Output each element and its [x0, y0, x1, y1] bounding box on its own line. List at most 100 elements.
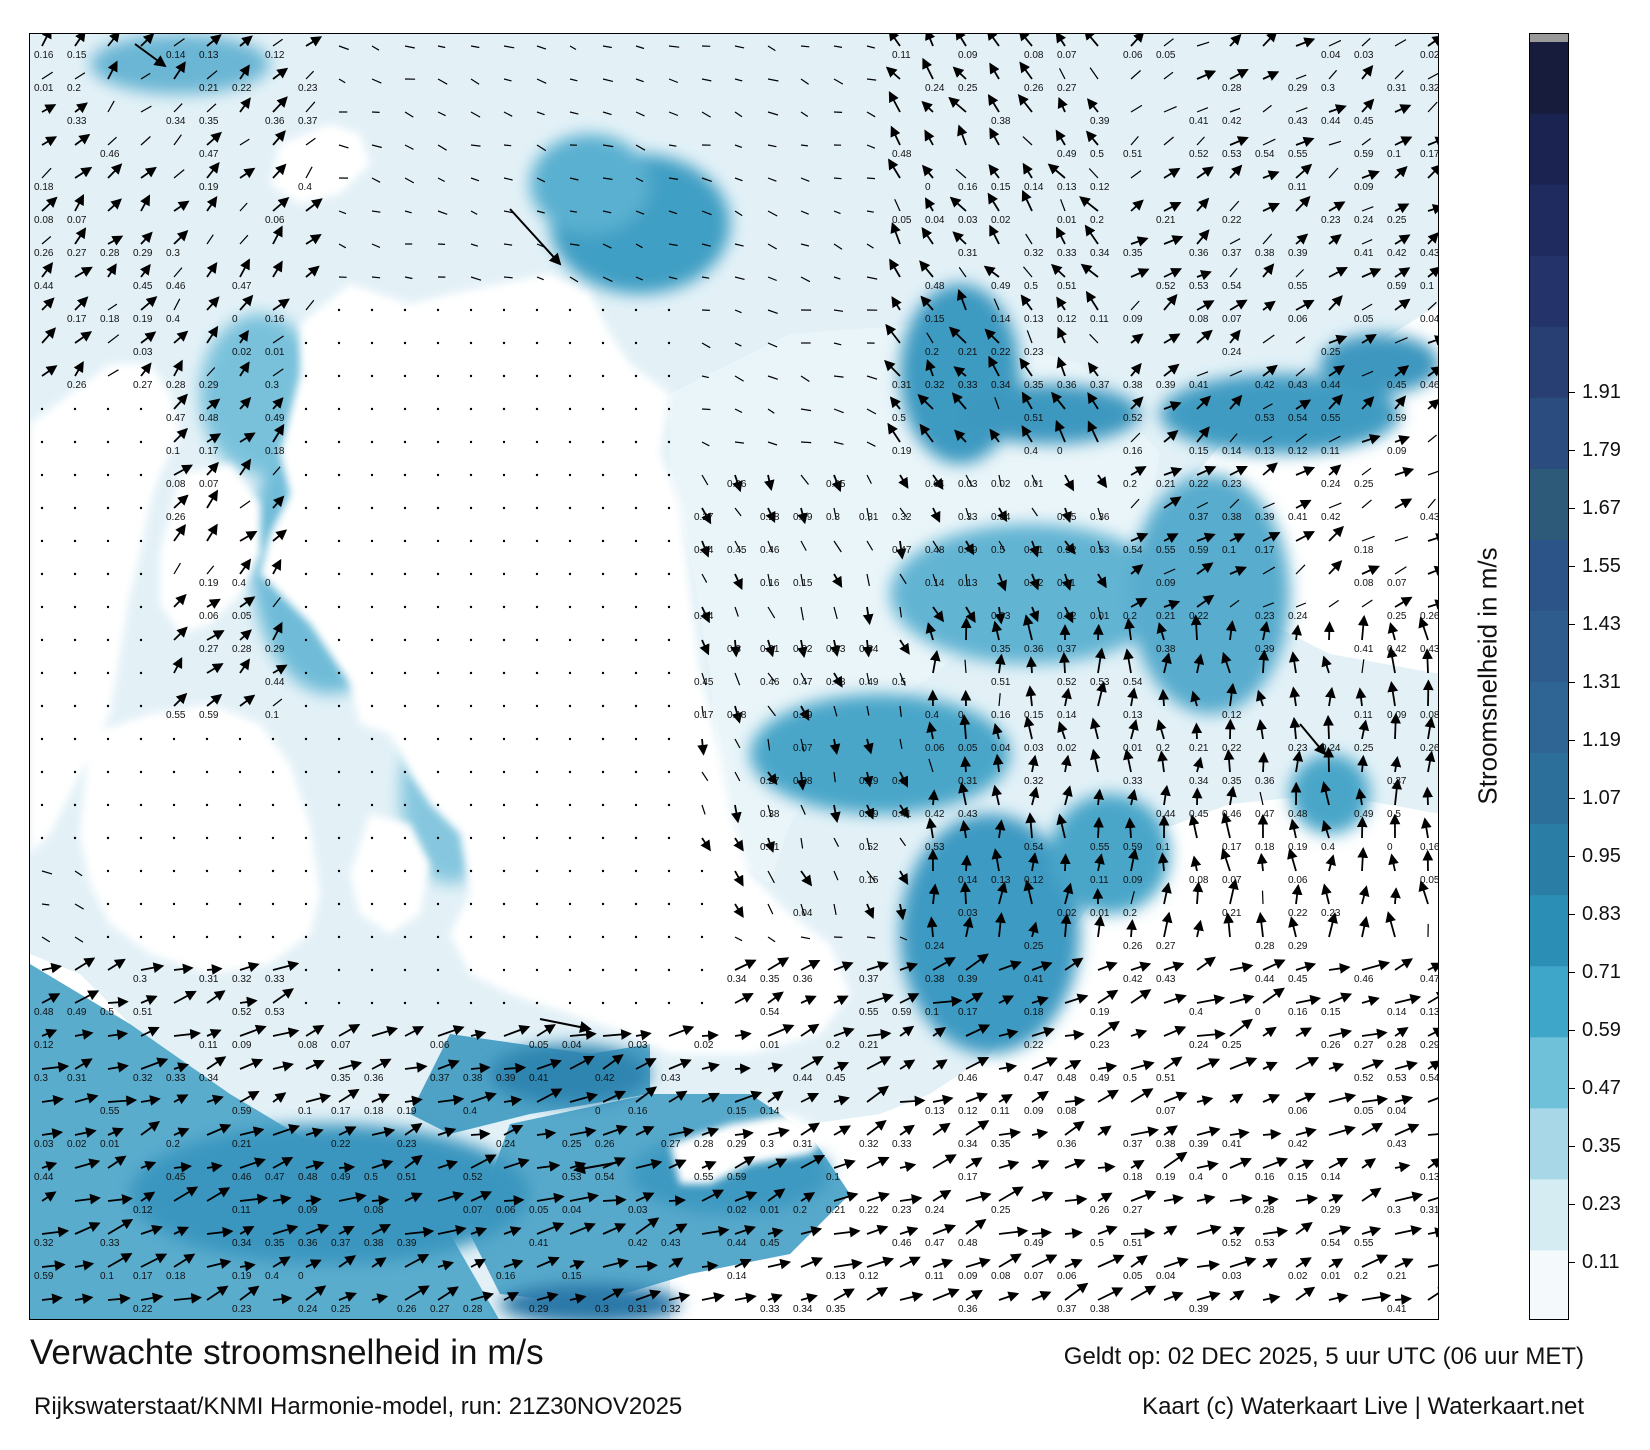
current-arrow: [1328, 525, 1344, 542]
current-arrow: [1031, 1026, 1055, 1038]
speed-value-label: 0.42: [1387, 248, 1407, 259]
current-arrow: [1229, 394, 1243, 410]
speed-value-label: 0.49: [1057, 149, 1077, 160]
current-arrow: [833, 1061, 850, 1072]
current-arrow: [800, 111, 809, 118]
grid-point: [403, 1001, 407, 1005]
speed-value-label: 0.4: [925, 710, 939, 721]
current-arrow: [470, 210, 478, 215]
speed-value-label: 0.18: [34, 182, 54, 193]
current-arrow: [1229, 962, 1254, 973]
grid-point: [304, 836, 308, 840]
grid-point: [436, 968, 440, 972]
current-arrow: [866, 992, 894, 1004]
grid-point: [634, 539, 638, 543]
current-arrow: [1291, 883, 1303, 905]
current-arrow: [800, 210, 809, 215]
speed-value-label: 0.25: [562, 1139, 582, 1150]
current-arrow: [437, 1224, 467, 1236]
grid-point: [436, 605, 440, 609]
current-arrow: [272, 225, 283, 245]
current-arrow: [994, 653, 1006, 674]
current-arrow: [1295, 233, 1309, 245]
current-arrow: [173, 230, 189, 245]
grid-point: [502, 836, 506, 840]
current-arrow: [1093, 816, 1104, 839]
grid-point: [601, 1001, 605, 1005]
current-arrow: [1262, 1061, 1278, 1072]
current-arrow: [1328, 334, 1348, 346]
current-arrow: [1328, 1258, 1344, 1269]
current-arrow: [1361, 659, 1365, 674]
speed-value-label: 0: [1057, 446, 1063, 457]
current-arrow: [929, 650, 941, 674]
current-arrow: [899, 962, 919, 973]
current-arrow: [917, 394, 934, 410]
current-arrow: [569, 177, 579, 181]
speed-value-label: 0.38: [1255, 248, 1275, 259]
current-arrow: [602, 1194, 627, 1206]
current-arrow: [1229, 299, 1248, 311]
current-arrow: [866, 507, 870, 521]
current-arrow: [371, 210, 381, 213]
current-arrow: [866, 144, 876, 149]
current-arrow: [866, 1029, 892, 1040]
grid-point: [238, 737, 242, 741]
current-arrow: [602, 1257, 629, 1269]
current-arrow: [371, 1093, 390, 1104]
speed-value-label: 0.11: [1321, 446, 1340, 457]
current-arrow: [833, 45, 843, 48]
current-arrow-strong: [539, 1018, 592, 1033]
grid-point: [139, 737, 143, 741]
current-arrow: [1157, 750, 1168, 773]
current-arrow: [1163, 430, 1179, 443]
grid-point: [106, 473, 110, 477]
speed-value-label: 0.35: [760, 974, 780, 985]
current-arrow: [800, 375, 810, 383]
current-arrow: [1394, 596, 1413, 608]
speed-value-label: 0.28: [232, 644, 252, 655]
current-arrow: [569, 111, 579, 115]
current-arrow: [1424, 716, 1436, 740]
speed-value-label: 0.53: [1090, 677, 1110, 688]
grid-point: [73, 803, 77, 807]
grid-point: [502, 935, 506, 939]
current-arrow: [1130, 532, 1149, 543]
current-arrow: [668, 1159, 687, 1170]
current-arrow: [272, 38, 283, 47]
current-arrow: [470, 45, 480, 49]
grid-point: [139, 935, 143, 939]
current-arrow: [890, 125, 901, 146]
speed-value-label: 0.5: [364, 1172, 378, 1183]
speed-value-label: 0.15: [793, 578, 813, 589]
current-arrow: [932, 995, 963, 1007]
current-arrow: [140, 1253, 168, 1268]
speed-value-label: 0.32: [925, 380, 945, 391]
map-credits[interactable]: Kaart (c) Waterkaart Live | Waterkaart.n…: [1142, 1393, 1584, 1420]
current-arrow: [1394, 1094, 1414, 1106]
current-arrow: [765, 507, 776, 524]
speed-value-label: 0.39: [1288, 248, 1308, 259]
colorbar-tick-label: 0.95: [1582, 845, 1621, 867]
current-arrow: [1295, 37, 1316, 48]
current-arrow: [1427, 498, 1436, 509]
current-arrow: [41, 1260, 66, 1271]
current-arrow: [1031, 1057, 1058, 1070]
speed-value-label: 0.21: [859, 1040, 879, 1051]
current-speed-map[interactable]: 0.16 0.15 0.14 0.13 0.12 0.11 0.09 0.08 0.07 0.06…: [29, 33, 1439, 1320]
grid-point: [139, 473, 143, 477]
speed-value-label: 0.02: [1057, 908, 1077, 919]
current-arrow: [767, 705, 776, 717]
speed-value-label: 0.59: [727, 1172, 747, 1183]
grid-point: [337, 374, 341, 378]
current-arrow: [41, 71, 54, 80]
grid-point: [370, 341, 374, 345]
speed-value-label: 0.3: [1321, 83, 1335, 94]
current-arrow: [1287, 847, 1298, 872]
speed-value-label: 0: [1222, 1172, 1228, 1183]
current-arrow: [140, 231, 153, 245]
speed-value-label: 0.23: [1222, 479, 1242, 490]
current-arrow: [74, 194, 85, 212]
current-arrow: [239, 961, 260, 973]
speed-value-label: 0.32: [34, 1238, 54, 1249]
